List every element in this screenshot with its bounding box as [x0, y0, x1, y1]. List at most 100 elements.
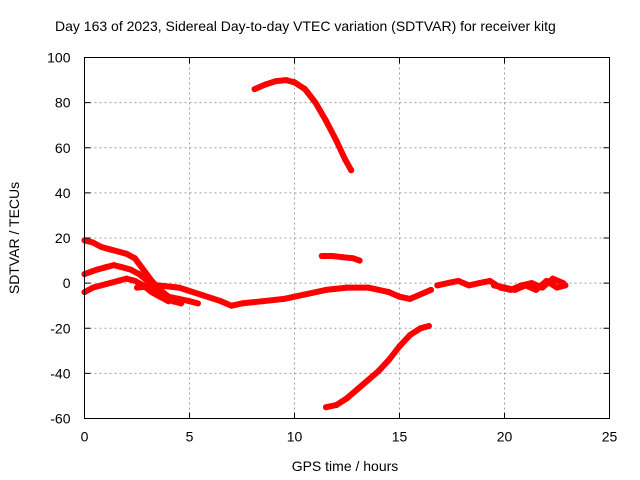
data-point: [396, 293, 403, 300]
data-point: [333, 138, 340, 144]
data-point: [291, 79, 298, 86]
data-point: [127, 266, 134, 273]
data-point: [407, 295, 413, 302]
data-point: [501, 284, 508, 291]
series-arc-low: [323, 323, 432, 411]
data-point: [417, 291, 424, 298]
data-point: [476, 280, 483, 287]
data-point: [318, 253, 325, 259]
data-point: [407, 332, 413, 338]
ticks: [84, 57, 610, 419]
data-point: [417, 325, 424, 332]
data-point: [144, 277, 151, 284]
data-point: [119, 264, 126, 271]
data-point: [148, 289, 155, 296]
data-point: [302, 86, 308, 93]
data-point: [272, 78, 279, 85]
x-tick-label: 25: [602, 429, 618, 445]
data-point: [178, 300, 185, 307]
data-point: [106, 246, 113, 253]
data-point: [123, 275, 130, 282]
data-point: [176, 284, 182, 291]
data-point: [344, 395, 350, 402]
data-point: [396, 343, 403, 350]
data-point: [386, 289, 392, 296]
data-point: [115, 277, 122, 284]
x-tick-label: 0: [81, 429, 89, 445]
data-point: [239, 300, 245, 307]
data-point: [89, 239, 96, 246]
data-point: [157, 293, 164, 300]
x-tick-label: 5: [186, 429, 194, 445]
y-tick-label: -20: [50, 320, 70, 336]
y-tick-label: 80: [55, 95, 71, 111]
data-point: [386, 356, 392, 363]
data-point: [354, 386, 361, 393]
data-point: [333, 402, 340, 408]
data-point: [350, 255, 357, 262]
data-point: [260, 298, 266, 305]
y-tick-label: -60: [50, 411, 70, 427]
data-point: [228, 302, 235, 309]
data-point: [491, 282, 497, 289]
y-tick-label: 0: [63, 275, 71, 291]
y-tick-label: 40: [55, 185, 71, 201]
data-point: [341, 156, 348, 162]
data-point: [169, 298, 176, 305]
data-point: [194, 300, 201, 307]
data-point: [155, 282, 161, 289]
data-point: [323, 404, 329, 411]
grid: [84, 57, 610, 419]
data-point: [365, 284, 371, 291]
data-point: [281, 295, 287, 302]
data-point: [131, 255, 138, 262]
data-point: [444, 280, 451, 287]
data-point: [356, 257, 363, 264]
y-tick-labels: -60 -40 -20 0 20 40 60 80 100: [47, 50, 71, 427]
data-point: [323, 286, 329, 293]
data-point: [554, 284, 560, 291]
data-point: [465, 282, 472, 289]
x-tick-label: 10: [287, 429, 303, 445]
data-point: [323, 117, 329, 124]
y-axis-label: SDTVAR / TECUs: [6, 182, 22, 294]
data-point: [522, 282, 529, 289]
data-point: [549, 275, 556, 282]
data-point: [186, 298, 193, 305]
data-point: [455, 277, 462, 284]
x-axis-label: GPS time / hours: [292, 458, 399, 474]
x-tick-labels: 0 5 10 15 20 25: [81, 429, 618, 445]
data-point: [262, 81, 269, 88]
chart-title: Day 163 of 2023, Sidereal Day-to-day VTE…: [55, 18, 556, 34]
data-point: [165, 298, 172, 305]
data-point: [329, 253, 336, 259]
y-tick-label: -40: [50, 365, 70, 381]
data-point: [302, 291, 308, 298]
data-point: [434, 282, 441, 289]
data-point: [533, 286, 539, 293]
series-arc-high: [251, 77, 355, 174]
data-point: [102, 264, 109, 271]
data-point: [110, 262, 117, 269]
data-point: [89, 284, 96, 291]
x-tick-label: 20: [497, 429, 513, 445]
x-tick-label: 15: [392, 429, 408, 445]
data-point: [134, 284, 140, 291]
data-point: [486, 277, 493, 284]
data-point: [136, 271, 143, 278]
data-point: [543, 277, 550, 284]
data-point: [339, 254, 346, 261]
data-point: [98, 282, 105, 289]
data-point: [197, 291, 203, 298]
data-point: [106, 280, 113, 287]
y-tick-label: 20: [55, 230, 71, 246]
data-point: [131, 277, 138, 284]
data-point: [365, 377, 371, 384]
data-point: [428, 286, 434, 293]
data-point: [87, 268, 94, 275]
series-layer: [81, 77, 569, 411]
data-point: [98, 244, 105, 250]
data-point: [425, 323, 432, 329]
data-point: [375, 368, 382, 375]
